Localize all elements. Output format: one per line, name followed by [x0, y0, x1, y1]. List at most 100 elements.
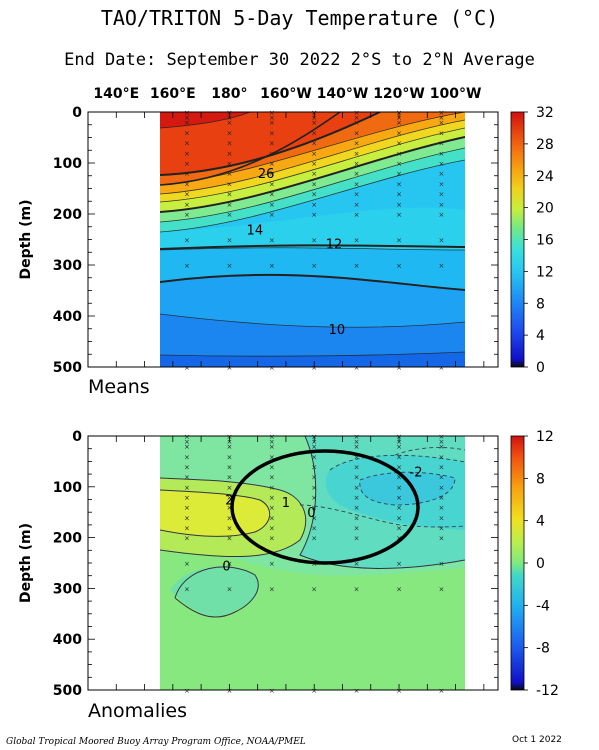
sample-marker: ×: [269, 201, 275, 209]
sample-marker: ×: [396, 129, 402, 137]
sample-marker: ×: [396, 453, 402, 461]
sample-marker: ×: [354, 170, 360, 178]
colorbar-tick-label: 12: [536, 264, 554, 280]
sample-marker: ×: [439, 129, 445, 137]
footer-credit: Global Tropical Moored Buoy Array Progra…: [6, 737, 306, 747]
sample-marker: ×: [311, 114, 317, 122]
sample-marker: ×: [396, 364, 402, 372]
sample-marker: ×: [354, 585, 360, 593]
sample-marker: ×: [226, 453, 232, 461]
sample-marker: ×: [354, 433, 360, 441]
sample-marker: ×: [269, 160, 275, 168]
sample-marker: ×: [311, 262, 317, 270]
sample-marker: ×: [439, 237, 445, 245]
sample-marker: ×: [354, 535, 360, 543]
sample-marker: ×: [269, 237, 275, 245]
sample-marker: ×: [269, 560, 275, 568]
sample-marker: ×: [311, 160, 317, 168]
sample-marker: ×: [439, 560, 445, 568]
sample-marker: ×: [311, 504, 317, 512]
colorbar-tick-label: 0: [536, 360, 545, 376]
sample-marker: ×: [396, 560, 402, 568]
sample-marker: ×: [184, 463, 190, 471]
sample-marker: ×: [226, 170, 232, 178]
sample-marker: ×: [439, 150, 445, 158]
sample-marker: ×: [439, 463, 445, 471]
contour-label: 0: [222, 560, 230, 575]
sample-marker: ×: [439, 170, 445, 178]
sample-marker: ×: [396, 211, 402, 219]
sample-marker: ×: [226, 129, 232, 137]
sample-marker: ×: [311, 474, 317, 482]
sample-marker: ×: [439, 438, 445, 446]
colorbar-tick-label: 4: [536, 328, 545, 344]
sample-marker: ×: [439, 191, 445, 199]
y-tick-label: 400: [53, 309, 82, 325]
y-tick-label: 400: [53, 632, 82, 648]
sample-marker: ×: [184, 484, 190, 492]
sample-marker: ×: [226, 463, 232, 471]
sample-marker: ×: [184, 180, 190, 188]
sample-marker: ×: [354, 160, 360, 168]
sample-marker: ×: [226, 140, 232, 148]
sample-marker: ×: [354, 119, 360, 127]
sample-marker: ×: [226, 494, 232, 502]
sample-marker: ×: [354, 129, 360, 137]
sample-marker: ×: [439, 119, 445, 127]
sample-marker: ×: [184, 191, 190, 199]
sample-marker: ×: [396, 687, 402, 695]
sample-marker: ×: [439, 514, 445, 522]
sample-marker: ×: [269, 364, 275, 372]
sample-marker: ×: [439, 109, 445, 117]
sample-marker: ×: [269, 438, 275, 446]
sample-marker: ×: [311, 211, 317, 219]
highlight-ellipse: [230, 449, 420, 565]
sample-marker: ×: [269, 494, 275, 502]
x-tick-label: 140°W: [317, 86, 369, 102]
sample-marker: ×: [396, 463, 402, 471]
sample-marker: ×: [439, 114, 445, 122]
sample-marker: ×: [184, 114, 190, 122]
sample-marker: ×: [396, 237, 402, 245]
x-tick-label: 120°W: [373, 86, 425, 102]
colorbar-tick-label: -4: [536, 598, 550, 614]
sample-marker: ×: [439, 535, 445, 543]
sample-marker: ×: [439, 504, 445, 512]
sample-marker: ×: [311, 494, 317, 502]
contour-label: 10: [329, 323, 346, 338]
anomalies-panel: ××××××××××××××××××××××××××××××××××××××××…: [18, 429, 559, 722]
sample-marker: ×: [396, 524, 402, 532]
colorbar-tick-label: 4: [536, 514, 545, 530]
sample-marker: ×: [354, 109, 360, 117]
sample-marker: ×: [354, 150, 360, 158]
colorbar-tick-label: 32: [536, 105, 554, 121]
sample-marker: ×: [396, 585, 402, 593]
sample-marker: ×: [184, 237, 190, 245]
y-tick-label: 100: [53, 156, 82, 172]
sample-marker: ×: [439, 262, 445, 270]
sample-marker: ×: [396, 484, 402, 492]
sample-marker: ×: [311, 201, 317, 209]
colorbar-tick-label: -12: [536, 683, 559, 699]
sample-marker: ×: [396, 494, 402, 502]
y-axis-label: Depth (m): [18, 523, 34, 603]
sample-marker: ×: [226, 201, 232, 209]
sample-marker: ×: [354, 560, 360, 568]
x-tick-label: 180°: [211, 86, 247, 102]
sample-marker: ×: [439, 474, 445, 482]
y-tick-label: 0: [72, 429, 82, 445]
sample-marker: ×: [439, 524, 445, 532]
sample-marker: ×: [311, 140, 317, 148]
sample-marker: ×: [269, 170, 275, 178]
sample-marker: ×: [226, 119, 232, 127]
footer-date: Oct 1 2022: [512, 735, 562, 745]
means-axes: 140°E 160°E 180° 160°W 140°W 120°W 100°W 0 100 20…: [18, 86, 498, 398]
sample-marker: ×: [226, 364, 232, 372]
colorbar-tick-label: 16: [536, 233, 554, 249]
sample-marker: ×: [439, 201, 445, 209]
sample-marker: ×: [269, 114, 275, 122]
colorbar-tick-label: 24: [536, 169, 554, 185]
sample-marker: ×: [226, 150, 232, 158]
contour-label: -2: [410, 466, 423, 481]
sample-marker: ×: [184, 170, 190, 178]
